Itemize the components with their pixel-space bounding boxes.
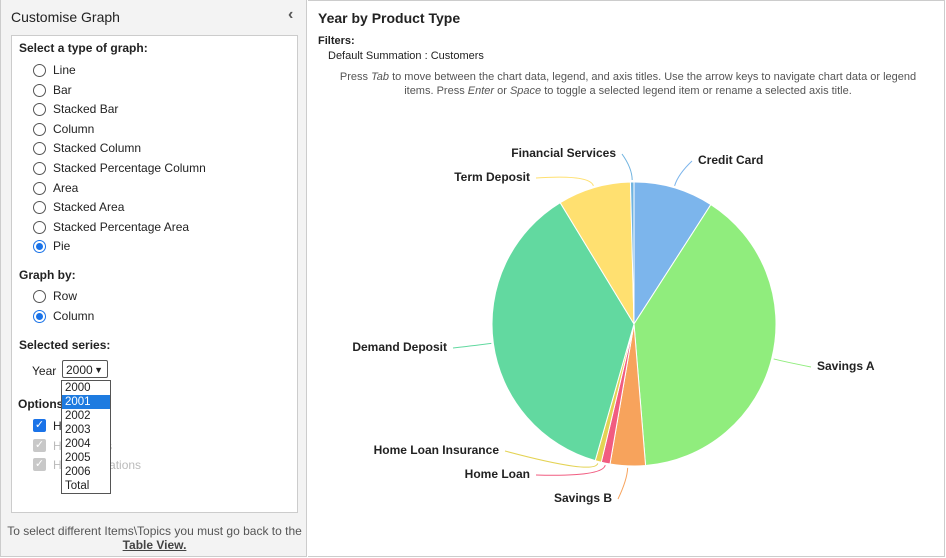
- leader-line: [621, 153, 633, 181]
- collapse-button[interactable]: ‹: [288, 6, 294, 23]
- radio[interactable]: [33, 162, 46, 175]
- slice-label: Credit Card: [698, 153, 763, 167]
- radio-label[interactable]: Row: [53, 289, 78, 303]
- section-label: Selected series:: [19, 338, 111, 352]
- radio[interactable]: [33, 64, 46, 77]
- radio-label[interactable]: Column: [53, 308, 95, 323]
- footer-text: To select different Items\Topics you mus…: [7, 524, 302, 538]
- checkbox: ✓: [33, 438, 46, 452]
- radio[interactable]: [33, 181, 46, 195]
- radio-label[interactable]: Pie: [53, 239, 71, 254]
- slice-label: Home Loan: [465, 467, 530, 481]
- radio[interactable]: [33, 240, 46, 254]
- dropdown-option[interactable]: 2002: [65, 410, 91, 422]
- dropdown-option[interactable]: 2003: [65, 424, 91, 436]
- year-dropdown: 2000 2001 2002 2003 2004 2005 2006 Total: [61, 380, 111, 494]
- radio-label[interactable]: Stacked Column: [53, 141, 142, 156]
- section-label: Graph by:: [19, 268, 76, 282]
- leader-line: [535, 464, 606, 476]
- instructions: Press Tab to move between the chart data…: [328, 70, 928, 98]
- checkbox: ✓: [33, 458, 46, 471]
- filter: Default Summation : Customers: [328, 50, 484, 62]
- radio-label[interactable]: Line: [53, 63, 76, 77]
- text: to move between the chart data, legend, …: [392, 71, 917, 97]
- pie-slice: [491, 202, 635, 462]
- sidebar-title: Customise Graph: [11, 9, 120, 25]
- radio-label[interactable]: Area: [53, 180, 79, 195]
- radio-label[interactable]: Stacked Percentage Area: [53, 219, 190, 234]
- slice-label: Savings B: [554, 491, 612, 505]
- pie-slice: [633, 181, 712, 326]
- slice-label: Financial Services: [511, 146, 616, 160]
- text: Press: [339, 71, 368, 83]
- checkbox[interactable]: ✓: [33, 419, 46, 432]
- dropdown-option[interactable]: 2006: [65, 466, 91, 478]
- section-label: Options: [18, 397, 64, 411]
- radio-label[interactable]: Stacked Bar: [53, 102, 119, 117]
- slice-label: Home Loan Insurance: [374, 443, 500, 457]
- leader-line: [674, 160, 693, 186]
- chart-title: Year by Product Type: [318, 10, 461, 26]
- radio-label[interactable]: Stacked Area: [53, 200, 125, 215]
- slice-label: Term Deposit: [454, 170, 530, 184]
- leader-line: [504, 450, 599, 468]
- dropdown-option[interactable]: Total: [65, 480, 90, 492]
- dropdown-option[interactable]: 2004: [65, 438, 91, 450]
- pie-slice: [633, 203, 777, 467]
- radio-label[interactable]: Column: [53, 121, 95, 136]
- leader-line: [535, 176, 594, 187]
- leader-line: [773, 358, 812, 368]
- slice-label: Demand Deposit: [352, 340, 447, 354]
- radio[interactable]: [33, 103, 46, 117]
- radio[interactable]: [33, 83, 46, 97]
- year-value: 2000: [66, 363, 93, 377]
- dropdown-option[interactable]: 2000: [65, 382, 91, 394]
- leader-line: [617, 467, 629, 500]
- radio-label[interactable]: Stacked Percentage Column: [53, 161, 206, 175]
- key: Space: [509, 85, 542, 97]
- leader-line: [452, 342, 492, 349]
- dropdown-option[interactable]: 2005: [65, 452, 91, 464]
- slice-label: Savings A: [817, 359, 875, 373]
- options-box: Select a type of graph: Line Bar Stacked Ba…: [11, 35, 298, 513]
- checkbox-label[interactable]: Hi: [53, 419, 65, 433]
- radio[interactable]: [33, 309, 46, 323]
- sidebar: Customise Graph ‹ Select a type of graph…: [0, 0, 307, 557]
- section-label: Select a type of graph:: [19, 41, 148, 55]
- radio[interactable]: [33, 290, 46, 303]
- radio[interactable]: [33, 220, 46, 234]
- chart-panel: Year by Product Type Filters: Default Su…: [308, 0, 945, 557]
- year-select[interactable]: 2000 ▼: [62, 360, 108, 378]
- radio[interactable]: [33, 142, 46, 156]
- table-view-link[interactable]: Table View.: [122, 538, 187, 552]
- radio[interactable]: [33, 122, 46, 136]
- pie-chart: Credit Card Savings A Savings B Home Loan Ho…: [352, 146, 875, 505]
- filters-label: Filters:: [318, 35, 355, 47]
- key: Tab: [371, 71, 390, 83]
- select-arrow: ▼: [94, 365, 103, 375]
- dropdown-option[interactable]: 2001: [62, 395, 110, 409]
- year-label: Year: [32, 364, 57, 378]
- text: or: [497, 85, 507, 97]
- text: to toggle a selected legend item or rena…: [544, 85, 852, 97]
- key: Enter: [467, 85, 495, 97]
- radio-label[interactable]: Bar: [53, 82, 72, 97]
- radio[interactable]: [33, 201, 46, 215]
- pie-slice: [629, 181, 635, 325]
